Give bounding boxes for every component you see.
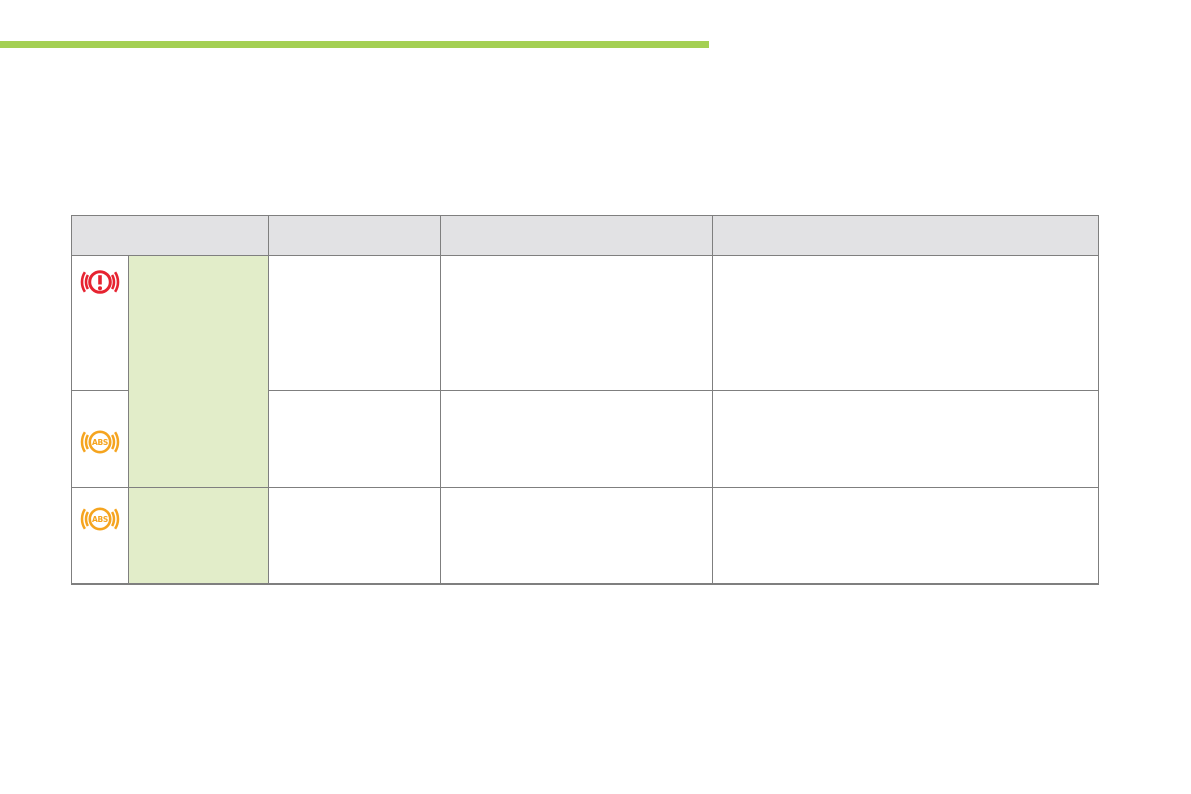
icon-cell: ABS: [71, 487, 129, 585]
abs-warning-icon: ABS: [78, 501, 122, 537]
brake-system-warning-icon: [78, 263, 122, 301]
warning-lights-table: ABS: [71, 215, 1099, 585]
table-header-row: [71, 215, 1099, 256]
table-cell: [440, 255, 713, 391]
table-cell: [440, 390, 713, 488]
table-cell: [268, 255, 441, 391]
table-cell: [268, 390, 441, 488]
table-row: ABS: [71, 390, 1099, 488]
table-cell: [712, 390, 1099, 488]
top-accent-bar: [0, 41, 709, 48]
icon-cell: ABS: [71, 390, 129, 488]
header-cell-4: [712, 215, 1099, 256]
icon-cell: [71, 255, 129, 391]
table-cell: [440, 487, 713, 585]
table-row: ABS: [71, 487, 1099, 585]
abs-icon-label: ABS: [92, 438, 108, 447]
header-cell-3: [440, 215, 713, 256]
highlight-cell: [128, 255, 269, 488]
table-row: [71, 255, 1099, 488]
table-cell: [712, 487, 1099, 585]
abs-icon-label: ABS: [92, 515, 108, 524]
table-cell: [268, 487, 441, 585]
header-cell-2: [268, 215, 441, 256]
header-cell-1: [71, 215, 269, 256]
table-cell: [712, 255, 1099, 391]
abs-warning-icon: ABS: [78, 424, 122, 460]
highlight-cell: [128, 487, 269, 585]
